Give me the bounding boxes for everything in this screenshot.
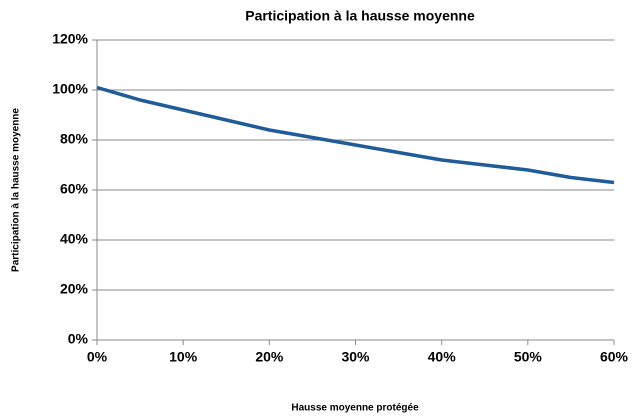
y-tick-label: 40%: [60, 231, 89, 247]
x-axis-title: Hausse moyenne protégée: [291, 403, 419, 414]
line-series: [96, 85, 615, 185]
y-tick-label: 100%: [52, 81, 88, 97]
chart-title: Participation à la hausse moyenne: [245, 8, 475, 24]
y-axis-title: Participation à la hausse moyenne: [11, 108, 22, 272]
y-tick-label: 20%: [60, 281, 89, 297]
x-tick-label: 40%: [428, 349, 457, 365]
y-tick-label: 60%: [60, 181, 89, 197]
x-tick-label: 0%: [87, 349, 108, 365]
y-tick-label: 120%: [52, 31, 88, 47]
x-tick-label: 30%: [341, 349, 370, 365]
x-tick-label: 10%: [169, 349, 198, 365]
y-tick-label: 80%: [60, 131, 89, 147]
x-tick-label: 20%: [255, 349, 284, 365]
x-tick-label: 60%: [600, 349, 629, 365]
x-tick-label: 50%: [514, 349, 543, 365]
y-tick-label: 0%: [68, 331, 89, 347]
